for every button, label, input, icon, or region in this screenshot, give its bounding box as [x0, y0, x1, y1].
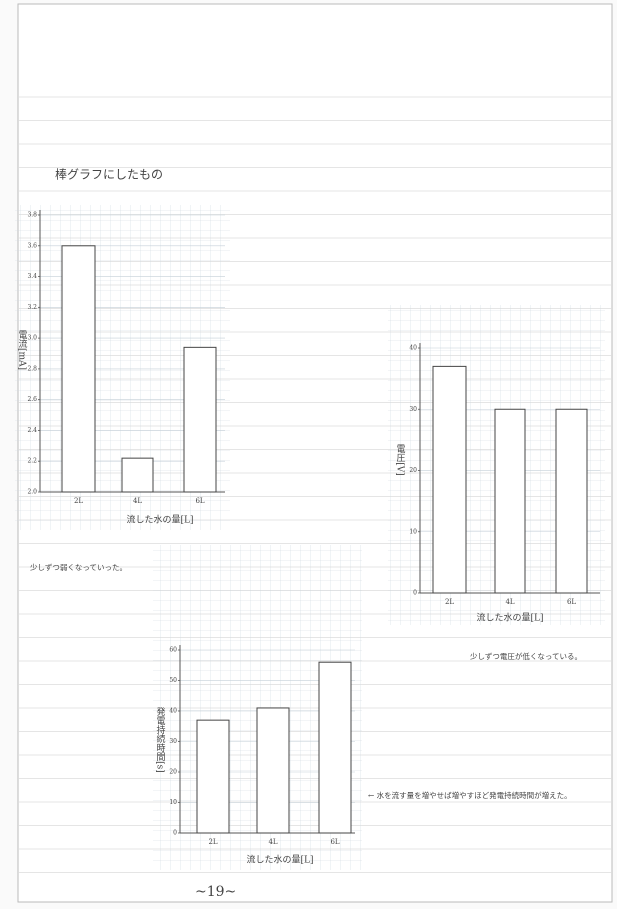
- x-tick-label: 4L: [133, 497, 142, 505]
- y-axis-label: 電圧[V]: [395, 444, 406, 476]
- bar: [319, 662, 351, 833]
- notebook-page: 棒グラフにしたもの ~19~ 2.0 2.2 2.4 2.6 2.8 3.0 3.2 3.4 3…: [0, 0, 617, 909]
- y-tick-label: 3.0: [27, 335, 37, 342]
- y-tick-label: 2.2: [27, 458, 37, 465]
- bar: [433, 366, 466, 593]
- x-tick-label: 4L: [505, 598, 514, 606]
- x-axis-label: 流した水の量[L]: [127, 514, 194, 526]
- y-tick-label: 30: [169, 738, 177, 745]
- heading: 棒グラフにしたもの: [55, 168, 163, 182]
- x-tick-label: 2L: [74, 497, 83, 505]
- y-tick-label: 30: [409, 406, 417, 413]
- page: 棒グラフにしたもの ~19~ 2.0 2.2 2.4 2.6 2.8 3.0 3.2 3.4 3…: [0, 0, 617, 909]
- y-tick-label: 3.2: [27, 304, 37, 311]
- bar: [62, 246, 95, 492]
- bar: [122, 458, 153, 492]
- y-axis-label: 発電持続時間[s]: [155, 706, 166, 773]
- page-number: ~19~: [195, 884, 236, 900]
- bar: [184, 347, 216, 492]
- y-tick-label: 40: [409, 345, 417, 352]
- x-axis-label: 流した水の量[L]: [247, 854, 314, 866]
- y-tick-label: 10: [169, 799, 177, 806]
- y-tick-label: 50: [169, 677, 177, 684]
- y-tick-label: 2.6: [27, 396, 37, 403]
- y-tick-label: 2.4: [27, 427, 37, 434]
- annotation: ← 水を流す量を増やせば増やすほど発電持続時間が増えた。: [368, 790, 572, 800]
- y-tick-label: 3.8: [27, 212, 37, 219]
- y-axis-label: 電流[mA]: [17, 330, 28, 370]
- y-tick-label: 10: [409, 528, 417, 535]
- x-tick-label: 6L: [195, 497, 204, 505]
- y-tick-label: 2.8: [27, 365, 37, 372]
- y-tick-label: 60: [169, 647, 177, 654]
- bar: [556, 409, 587, 593]
- y-tick-label: 0: [173, 830, 177, 837]
- x-tick-label: 2L: [208, 838, 217, 846]
- y-tick-label: 0: [413, 590, 417, 597]
- bar: [495, 409, 525, 593]
- bar: [257, 708, 289, 833]
- bar: [197, 720, 229, 833]
- x-tick-label: 6L: [330, 838, 339, 846]
- y-tick-label: 3.6: [27, 242, 37, 249]
- x-axis-label: 流した水の量[L]: [477, 612, 544, 624]
- y-tick-label: 2.0: [27, 489, 37, 496]
- y-tick-label: 20: [409, 467, 417, 474]
- y-tick-label: 40: [169, 708, 177, 715]
- y-tick-label: 3.4: [27, 273, 37, 280]
- y-tick-label: 20: [169, 769, 177, 776]
- x-tick-label: 2L: [445, 598, 454, 606]
- x-tick-label: 4L: [268, 838, 277, 846]
- annotation: 少しずつ弱くなっていった。: [30, 562, 127, 572]
- annotation: 少しずつ電圧が低くなっている。: [470, 651, 582, 661]
- x-tick-label: 6L: [567, 598, 576, 606]
